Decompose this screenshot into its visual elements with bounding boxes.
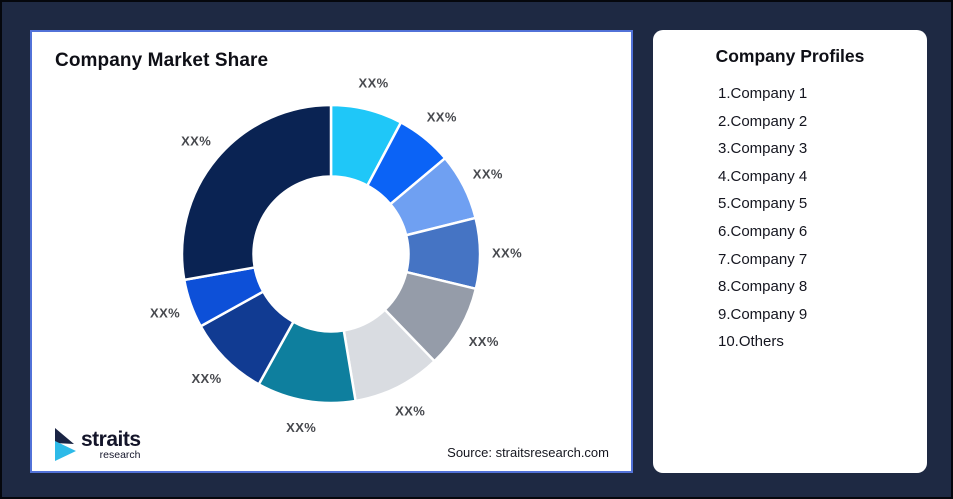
market-share-card: Company Market Share XX% XX% XX% XX% XX% XX% X…	[30, 30, 633, 473]
company-list-item: 7.Company 7	[718, 250, 808, 268]
company-list-item: 3.Company 3	[718, 140, 808, 158]
company-list-item: 8.Company 8	[718, 278, 808, 296]
logo-navy-arrow	[55, 428, 74, 444]
segment-label-3: XX%	[473, 167, 503, 182]
company-list-item: 6.Company 6	[718, 222, 808, 240]
company-list-item: 1.Company 1	[718, 85, 808, 102]
donut-segment-10	[180, 103, 333, 282]
company-profiles-card: Company Profiles 1.Company 1 2.Company 2 3…	[653, 30, 927, 473]
straits-research-logo: straits research	[55, 428, 141, 462]
company-list-item: 4.Company 4	[718, 167, 808, 185]
segment-label-8: XX%	[191, 371, 221, 386]
segment-label-4: XX%	[492, 246, 522, 261]
segment-label-1: XX%	[359, 76, 389, 91]
company-list-item: 5.Company 5	[718, 195, 808, 213]
logo-cyan-arrow	[55, 441, 76, 461]
logo-subtitle-text: research	[99, 449, 141, 461]
segment-label-9: XX%	[150, 305, 180, 320]
straits-logo-icon	[55, 428, 76, 461]
chart-title: Company Market Share	[55, 50, 269, 71]
segment-label-2: XX%	[427, 110, 457, 125]
company-list: 1.Company 1 2.Company 2 3.Company 3 4.Compa…	[653, 80, 927, 356]
logo-text: straits research	[81, 429, 141, 461]
company-list-item: 10.Others	[718, 333, 784, 351]
profiles-title: Company Profiles	[715, 46, 865, 66]
source-attribution: Source: straitsresearch.com	[447, 445, 609, 460]
segment-label-6: XX%	[395, 404, 425, 419]
segment-label-10: XX%	[181, 133, 211, 148]
market-share-donut-chart: XX% XX% XX% XX% XX% XX% XX% XX% XX% XX%	[150, 76, 522, 435]
company-list-item: 2.Company 2	[718, 112, 808, 130]
segment-label-5: XX%	[469, 334, 499, 349]
segment-label-7: XX%	[286, 420, 316, 435]
logo-brand-text: straits	[81, 428, 141, 451]
company-list-item: 9.Company 9	[718, 305, 808, 323]
